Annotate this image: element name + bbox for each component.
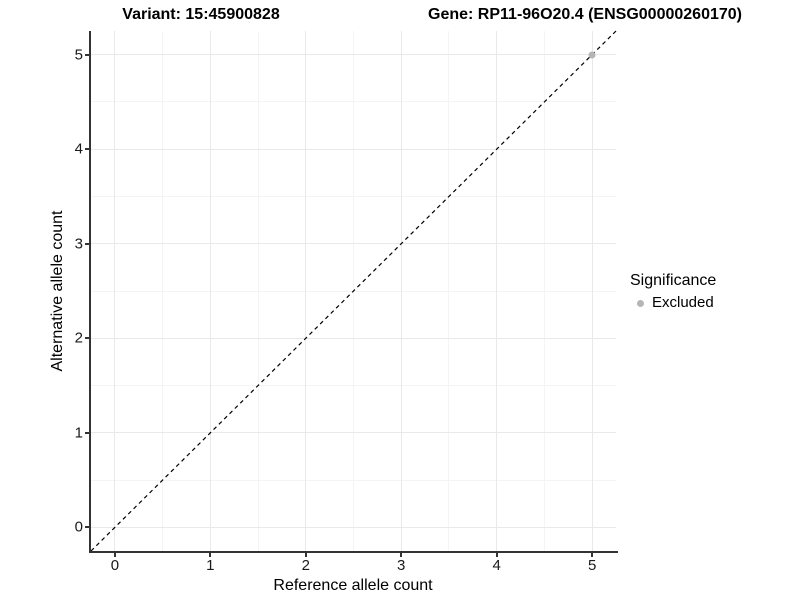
y-tick-label: 5 [74,46,83,64]
x-tick-label: 3 [397,557,406,574]
gridline-minor-y [91,385,616,387]
x-tick-label: 4 [492,557,501,574]
x-tick-mark [304,553,307,557]
gridline-minor-y [91,290,616,292]
gridline-major-x [400,31,402,551]
x-tick-mark [209,553,212,557]
y-tick-label: 3 [74,235,83,253]
x-axis-title: Reference allele count [273,577,433,594]
y-tick-label: 0 [74,518,83,536]
gridline-major-x [591,31,593,551]
x-tick-mark [495,553,498,557]
gridline-major-y [91,432,616,434]
y-tick-label: 2 [74,329,83,347]
x-tick-label: 0 [110,557,120,574]
x-tick-mark [591,553,594,557]
y-tick-mark [85,148,89,151]
x-tick-label: 2 [301,557,310,574]
gridline-major-x [209,31,211,551]
excluded-point-icon [637,299,644,307]
y-tick-mark [85,337,89,340]
gridline-major-y [91,243,616,245]
gridline-major-x [305,31,307,551]
variant-title: Variant: 15:45900828 [122,6,280,23]
x-tick-label: 1 [206,557,215,574]
y-tick-mark [85,526,89,529]
legend-item-excluded: Excluded [630,295,716,311]
x-tick-mark [113,553,116,557]
y-tick-label: 1 [74,424,83,442]
gridline-minor-y [91,479,616,481]
y-tick-mark [85,242,89,245]
gridline-major-x [496,31,498,551]
y-tick-mark [85,431,89,434]
x-tick-mark [400,553,403,557]
y-axis-title: Alternative allele count [49,210,66,372]
legend-title: Significance [630,272,717,289]
legend-item-label: Excluded [652,294,714,311]
gridline-major-y [91,148,616,150]
y-axis-line [89,31,91,553]
legend: Significance Excluded [630,272,716,311]
x-axis-line [89,551,618,553]
gridline-minor-y [91,101,616,103]
gridline-minor-y [91,195,616,197]
gridline-major-y [91,526,616,528]
gridline-major-x [114,31,116,551]
gridline-major-y [91,54,616,56]
x-tick-label: 5 [587,557,597,574]
gene-title: Gene: RP11-96O20.4 (ENSG00000260170) [428,6,742,23]
gridline-major-y [91,337,616,339]
data-point-excluded [588,51,596,59]
y-tick-mark [85,53,89,56]
y-tick-label: 4 [74,140,83,158]
